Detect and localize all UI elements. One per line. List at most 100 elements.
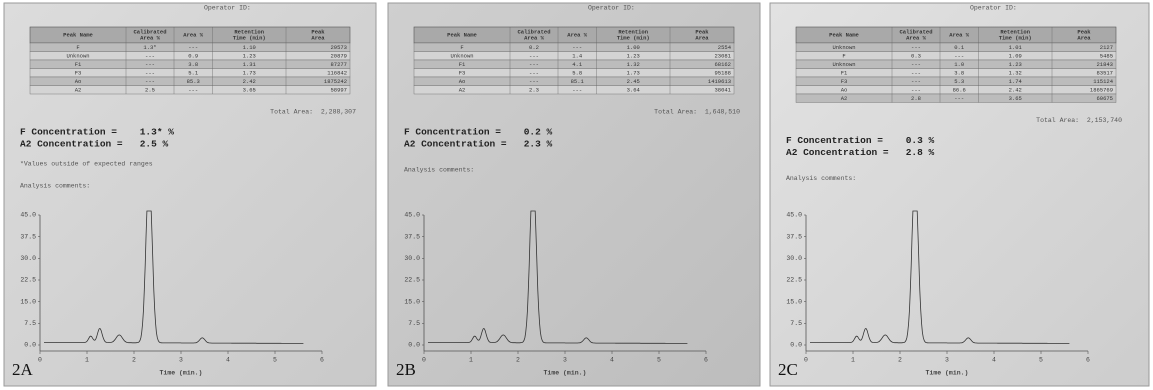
table-header: Area %	[567, 31, 588, 38]
table-header: Area	[311, 34, 325, 41]
table-cell: F1	[459, 61, 466, 68]
table-cell: F3	[841, 78, 848, 85]
total-area: Total Area: 2,288,307	[270, 109, 356, 116]
table-cell: 1865769	[1090, 87, 1113, 94]
table-cell: ---	[572, 87, 582, 94]
table-cell: Ao	[841, 87, 848, 94]
table-cell: 5485	[1100, 53, 1113, 60]
panel-label: 2A	[12, 360, 34, 379]
x-tick-label: 0	[38, 357, 42, 364]
table-cell: F	[460, 44, 463, 51]
table-cell: ---	[954, 53, 964, 60]
table-cell: 1.32	[627, 61, 640, 68]
operator-label: Operator ID:	[970, 5, 1017, 12]
y-tick-label: 22.5	[786, 277, 802, 284]
table-cell: Ao	[75, 78, 82, 85]
concentration: F Concentration = 1.3* %	[20, 127, 174, 138]
table-cell: ---	[145, 78, 155, 85]
y-tick-label: 15.0	[20, 298, 36, 305]
table-cell: ---	[911, 87, 921, 94]
x-tick-label: 6	[704, 357, 708, 364]
table-cell: 1.10	[243, 44, 256, 51]
table-cell: 2127	[1100, 44, 1113, 51]
table-cell: ---	[911, 61, 921, 68]
table-cell: A2	[459, 87, 466, 94]
table-cell: ---	[188, 44, 198, 51]
table-cell: 3.8	[954, 70, 964, 77]
table-cell: 115124	[1093, 78, 1114, 85]
x-axis-label: Time (min.)	[926, 370, 969, 377]
x-tick-label: 0	[422, 357, 426, 364]
table-cell: 1.23	[243, 53, 256, 60]
table-header: Area %	[949, 31, 970, 38]
panel-label: 2B	[396, 360, 416, 379]
table-cell: F	[76, 44, 79, 51]
table-cell: 5.8	[572, 70, 582, 77]
table-cell: 2.3	[529, 87, 539, 94]
figure: Operator ID:Peak NameCalibratedArea %Are…	[0, 0, 1153, 390]
y-tick-label: 7.5	[790, 320, 802, 327]
table-cell: 1.0	[954, 61, 964, 68]
table-cell: Unknown	[832, 61, 855, 68]
total-area: Total Area: 1,648,510	[654, 109, 740, 116]
y-tick-label: 45.0	[404, 212, 420, 219]
table-cell: ---	[954, 95, 964, 102]
table-cell: Ao	[459, 78, 466, 85]
x-tick-label: 5	[657, 357, 661, 364]
table-header: Area %	[524, 34, 545, 41]
table-cell: 38041	[714, 87, 731, 94]
total-area: Total Area: 2,153,740	[1036, 117, 1122, 124]
y-tick-label: 45.0	[786, 212, 802, 219]
y-tick-label: 30.0	[404, 255, 420, 262]
x-axis-label: Time (min.)	[160, 370, 203, 377]
table-cell: 1.73	[243, 70, 256, 77]
table-cell: Unknown	[450, 53, 473, 60]
table-cell: 1419613	[708, 78, 731, 85]
table-cell: 2.42	[1009, 87, 1022, 94]
y-tick-label: 15.0	[404, 298, 420, 305]
y-tick-label: 22.5	[404, 277, 420, 284]
x-tick-label: 0	[804, 357, 808, 364]
table-cell: 60675	[1096, 95, 1113, 102]
comments-label: Analysis comments:	[786, 175, 856, 182]
x-tick-label: 3	[945, 357, 949, 364]
table-cell: 2.45	[627, 78, 640, 85]
table-cell: ---	[911, 44, 921, 51]
table-cell: ---	[145, 61, 155, 68]
table-cell: ---	[145, 70, 155, 77]
table-cell: 5.3	[954, 78, 964, 85]
table-cell: ---	[529, 78, 539, 85]
x-tick-label: 1	[851, 357, 855, 364]
y-tick-label: 0.0	[24, 342, 36, 349]
table-header: Area %	[183, 31, 204, 38]
x-tick-label: 1	[85, 357, 89, 364]
table-header: Peak Name	[447, 31, 477, 38]
panel-label: 2C	[778, 360, 798, 379]
table-header: Area %	[906, 34, 927, 41]
table-cell: ---	[572, 44, 582, 51]
table-cell: 21843	[1096, 61, 1113, 68]
x-tick-label: 5	[273, 357, 277, 364]
table-cell: 0.1	[954, 44, 965, 51]
table-cell: 0.2	[529, 44, 539, 51]
concentration: A2 Concentration = 2.5 %	[20, 139, 169, 150]
table-cell: 2.42	[243, 78, 256, 85]
table-cell: 29573	[330, 44, 347, 51]
table-cell: 1875242	[324, 78, 347, 85]
table-cell: ---	[529, 61, 539, 68]
table-cell: 1.74	[1009, 78, 1023, 85]
table-cell: ---	[529, 70, 539, 77]
table-cell: 87277	[330, 61, 347, 68]
y-tick-label: 37.5	[786, 233, 802, 240]
y-tick-label: 7.5	[24, 320, 36, 327]
table-cell: Unknown	[66, 53, 89, 60]
y-tick-label: 45.0	[20, 212, 36, 219]
concentration: F Concentration = 0.2 %	[404, 127, 553, 138]
table-cell: 1.09	[1009, 53, 1022, 60]
operator-label: Operator ID:	[204, 5, 251, 12]
y-tick-label: 0.0	[790, 342, 802, 349]
table-cell: 2.8	[911, 95, 921, 102]
table-cell: F	[842, 53, 845, 60]
x-tick-label: 1	[469, 357, 473, 364]
